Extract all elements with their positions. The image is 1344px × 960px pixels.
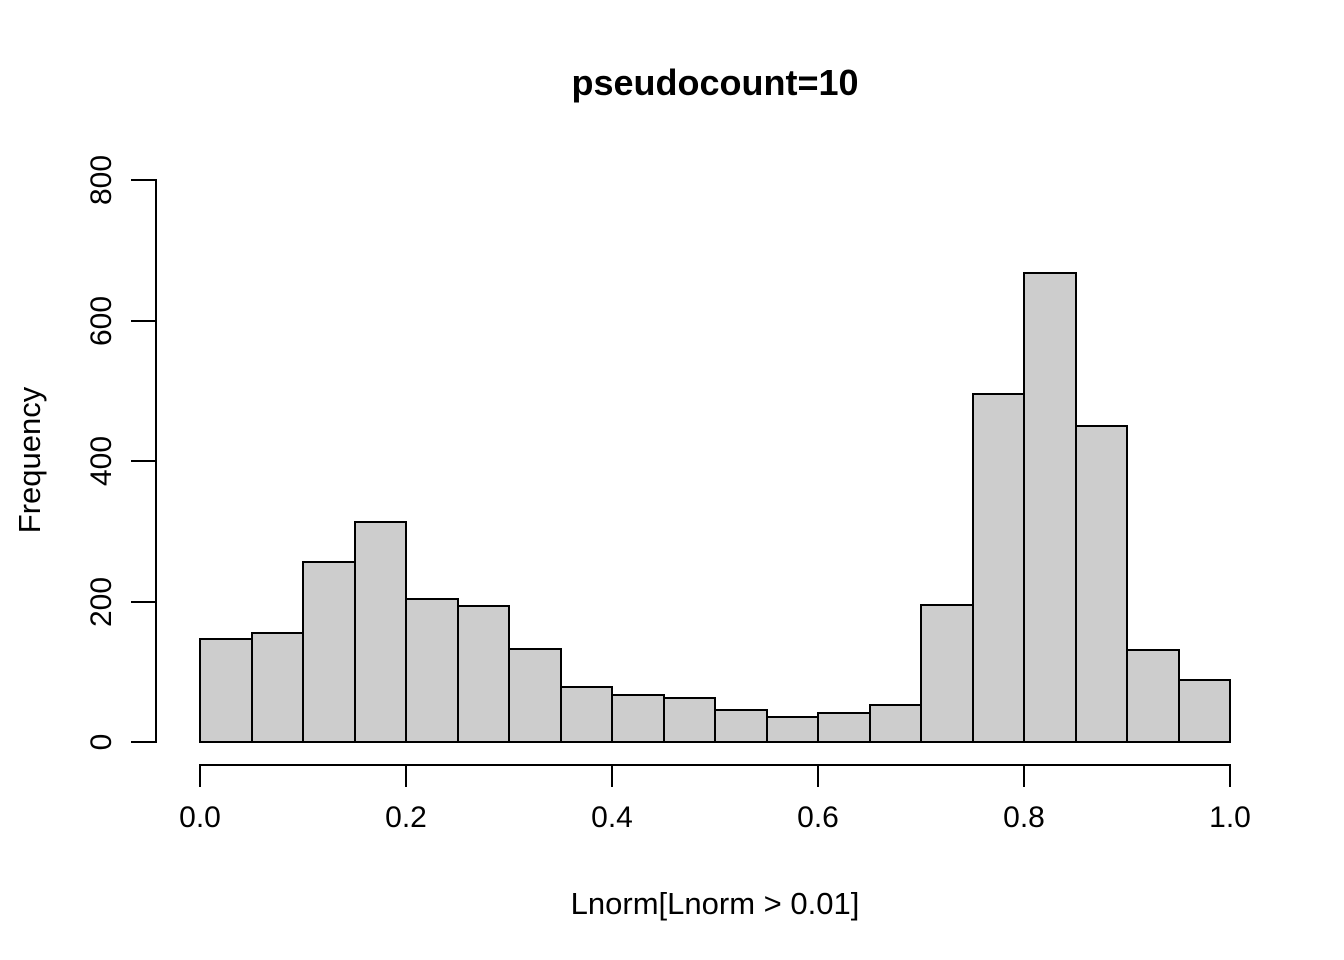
histogram-bar-19 bbox=[1177, 679, 1231, 743]
histogram-bar-10 bbox=[714, 709, 768, 743]
chart-title: pseudocount=10 bbox=[571, 62, 859, 103]
histogram-bar-18 bbox=[1126, 648, 1180, 743]
y-tick-label-200: 200 bbox=[85, 576, 118, 627]
x-tick-label-0.4: 0.4 bbox=[591, 801, 633, 834]
histogram-bar-17 bbox=[1074, 424, 1128, 743]
x-tick-label-0.6: 0.6 bbox=[797, 801, 839, 834]
y-axis-title: Frequency bbox=[12, 386, 47, 534]
histogram-bar-14 bbox=[920, 604, 974, 743]
y-tick-label-600: 600 bbox=[85, 295, 118, 346]
y-tick-label-0: 0 bbox=[85, 733, 118, 751]
histogram-bar-11 bbox=[765, 716, 819, 743]
x-tick-0.6 bbox=[817, 764, 819, 787]
histogram-bar-3 bbox=[353, 521, 407, 743]
histogram-bar-9 bbox=[662, 696, 716, 743]
histogram-bar-15 bbox=[971, 393, 1025, 743]
y-tick-800 bbox=[131, 179, 155, 181]
histogram-bar-8 bbox=[611, 693, 665, 743]
histogram-bar-13 bbox=[868, 703, 922, 743]
x-axis-line bbox=[199, 764, 1231, 766]
x-tick-label-1.0: 1.0 bbox=[1209, 801, 1251, 834]
histogram-bar-1 bbox=[250, 632, 304, 743]
x-tick-1.0 bbox=[1229, 764, 1231, 787]
histogram-bar-12 bbox=[817, 712, 871, 743]
y-tick-400 bbox=[131, 460, 155, 462]
y-tick-label-400: 400 bbox=[85, 435, 118, 487]
x-tick-0.8 bbox=[1023, 764, 1025, 787]
x-tick-0.2 bbox=[405, 764, 407, 787]
histogram-bar-2 bbox=[302, 561, 356, 743]
y-tick-200 bbox=[131, 600, 155, 603]
x-tick-0.0 bbox=[199, 764, 201, 787]
x-axis-title: Lnorm[Lnorm > 0.01] bbox=[570, 886, 860, 921]
x-tick-0.4 bbox=[611, 764, 613, 787]
y-axis-line bbox=[155, 179, 157, 743]
histogram-bar-16 bbox=[1023, 272, 1077, 743]
y-tick-label-800: 800 bbox=[85, 154, 118, 206]
y-tick-600 bbox=[131, 319, 155, 322]
histogram-bar-6 bbox=[508, 647, 562, 743]
x-tick-label-0.8: 0.8 bbox=[1003, 801, 1045, 834]
histogram-bar-4 bbox=[405, 598, 459, 743]
histogram-bar-0 bbox=[199, 638, 253, 743]
histogram-bar-5 bbox=[456, 605, 510, 743]
x-tick-label-0.2: 0.2 bbox=[385, 801, 427, 834]
y-tick-0 bbox=[131, 741, 155, 743]
x-tick-label-0.0: 0.0 bbox=[179, 801, 221, 834]
histogram-bar-7 bbox=[559, 686, 613, 743]
